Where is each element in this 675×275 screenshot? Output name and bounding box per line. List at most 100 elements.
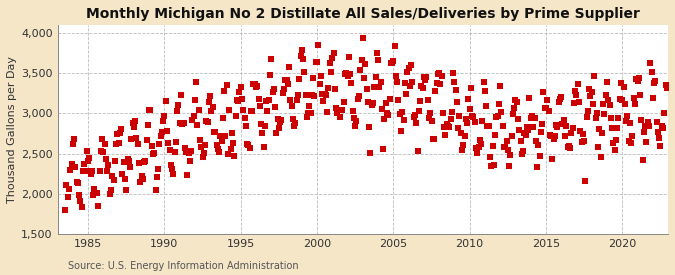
Point: [279, 87, 290, 91]
Point: [420, 78, 431, 82]
Point: [184, 159, 195, 163]
Point: [265, 72, 275, 77]
Point: [610, 138, 621, 142]
Point: [236, 85, 246, 89]
Point: [393, 97, 404, 102]
Point: [122, 156, 133, 161]
Point: [600, 93, 611, 98]
Point: [173, 103, 184, 107]
Point: [153, 167, 163, 171]
Point: [177, 122, 188, 127]
Point: [290, 121, 301, 125]
Point: [543, 109, 554, 113]
Point: [337, 108, 348, 112]
Point: [641, 139, 652, 144]
Point: [68, 142, 78, 146]
Point: [304, 104, 315, 108]
Point: [267, 90, 278, 95]
Point: [542, 98, 553, 102]
Point: [165, 163, 176, 167]
Point: [328, 51, 339, 55]
Point: [631, 77, 642, 81]
Point: [254, 104, 265, 108]
Point: [479, 80, 489, 84]
Point: [373, 58, 383, 63]
Point: [633, 76, 644, 81]
Point: [338, 100, 349, 104]
Point: [178, 121, 189, 126]
Point: [309, 94, 320, 98]
Point: [227, 141, 238, 145]
Point: [167, 167, 178, 171]
Point: [374, 85, 385, 89]
Point: [125, 164, 136, 169]
Point: [202, 120, 213, 125]
Point: [391, 74, 402, 78]
Point: [607, 126, 618, 130]
Point: [512, 100, 522, 104]
Point: [61, 183, 72, 187]
Point: [534, 154, 545, 158]
Point: [126, 137, 137, 141]
Point: [601, 80, 612, 85]
Point: [250, 85, 261, 89]
Point: [345, 71, 356, 76]
Point: [352, 97, 363, 101]
Point: [248, 82, 259, 87]
Point: [645, 61, 655, 66]
Point: [492, 114, 503, 119]
Point: [249, 81, 260, 86]
Point: [130, 119, 140, 123]
Point: [348, 116, 359, 120]
Point: [131, 136, 142, 141]
Point: [589, 73, 599, 78]
Point: [230, 114, 241, 119]
Point: [240, 124, 251, 128]
Point: [306, 93, 317, 98]
Point: [575, 129, 586, 133]
Point: [555, 96, 566, 101]
Point: [433, 72, 443, 76]
Point: [60, 208, 71, 212]
Point: [201, 118, 212, 123]
Point: [257, 131, 268, 135]
Point: [351, 119, 362, 123]
Point: [371, 51, 382, 55]
Point: [394, 112, 405, 116]
Point: [646, 69, 657, 74]
Point: [574, 100, 585, 104]
Point: [190, 98, 200, 103]
Point: [171, 108, 182, 113]
Point: [558, 118, 569, 123]
Point: [229, 154, 240, 158]
Point: [75, 199, 86, 203]
Point: [78, 168, 88, 173]
Point: [187, 118, 198, 122]
Point: [427, 137, 438, 142]
Point: [92, 191, 103, 195]
Point: [528, 125, 539, 130]
Point: [219, 89, 230, 94]
Point: [237, 97, 248, 101]
Point: [263, 98, 274, 102]
Point: [425, 111, 435, 115]
Point: [423, 116, 434, 120]
Point: [105, 192, 115, 197]
Point: [387, 61, 398, 65]
Point: [127, 121, 138, 125]
Point: [186, 149, 196, 153]
Point: [578, 139, 589, 143]
Point: [102, 169, 113, 173]
Point: [388, 58, 399, 63]
Point: [242, 141, 252, 146]
Point: [302, 115, 313, 120]
Point: [643, 123, 654, 128]
Point: [276, 118, 287, 122]
Point: [444, 125, 455, 130]
Point: [588, 101, 599, 106]
Point: [402, 70, 412, 74]
Point: [570, 89, 580, 93]
Point: [253, 96, 264, 101]
Point: [176, 92, 186, 97]
Point: [181, 150, 192, 154]
